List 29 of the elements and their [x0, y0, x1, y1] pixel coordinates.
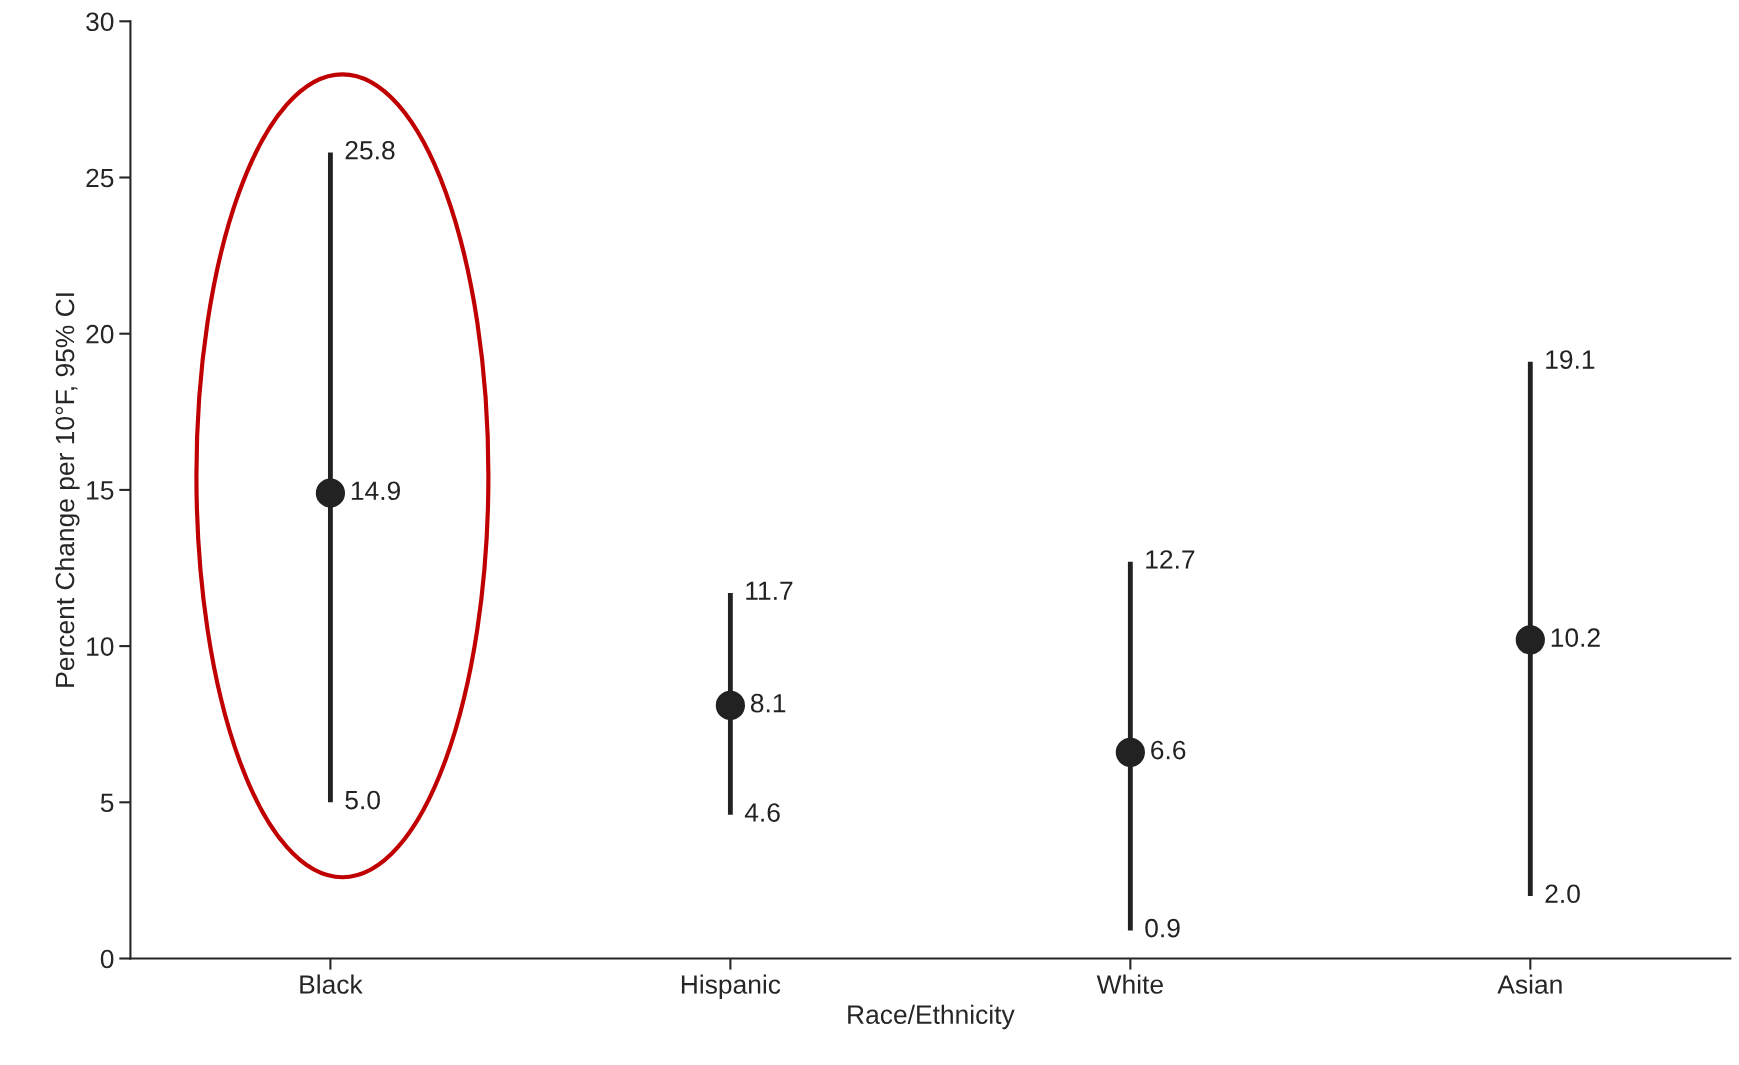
- point: [1515, 625, 1545, 655]
- point: [1115, 737, 1145, 767]
- y-tick-label: 30: [86, 12, 114, 32]
- y-tick-label: 15: [87, 481, 114, 500]
- x-tick-label: Black: [300, 974, 363, 994]
- y-tick-label: 0: [100, 949, 114, 969]
- x-axis-title: Race/Ethnicity: [848, 1004, 1015, 1030]
- y-tick-label: 10: [87, 637, 114, 656]
- data-label: 6.6: [1151, 740, 1186, 760]
- x-tick-label: Asian: [1497, 974, 1562, 994]
- point: [715, 690, 746, 721]
- annotation: 25.8: [345, 140, 395, 160]
- point: [315, 478, 346, 508]
- data-label: 14.9: [351, 481, 400, 501]
- annotation: 4.6: [744, 803, 780, 822]
- annotation: 12.7: [1146, 550, 1195, 569]
- annotation: 2.0: [1545, 884, 1580, 904]
- y-tick-label: 25: [86, 168, 114, 188]
- data-label: 8.1: [750, 693, 786, 713]
- data-label: 10.2: [1551, 628, 1600, 647]
- annotation: 5.0: [345, 790, 380, 810]
- annotation: 0.9: [1145, 918, 1180, 938]
- annotation: 11.7: [746, 581, 793, 600]
- x-tick-label: White: [1096, 974, 1163, 994]
- y-tick-label: 20: [86, 324, 114, 344]
- y-tick-label: 5: [100, 793, 114, 813]
- annotation: 19.1: [1546, 350, 1595, 369]
- x-tick-label: Hispanic: [681, 974, 781, 1000]
- y-axis-title: Percent Change per 10°F, 95% CI: [54, 293, 80, 687]
